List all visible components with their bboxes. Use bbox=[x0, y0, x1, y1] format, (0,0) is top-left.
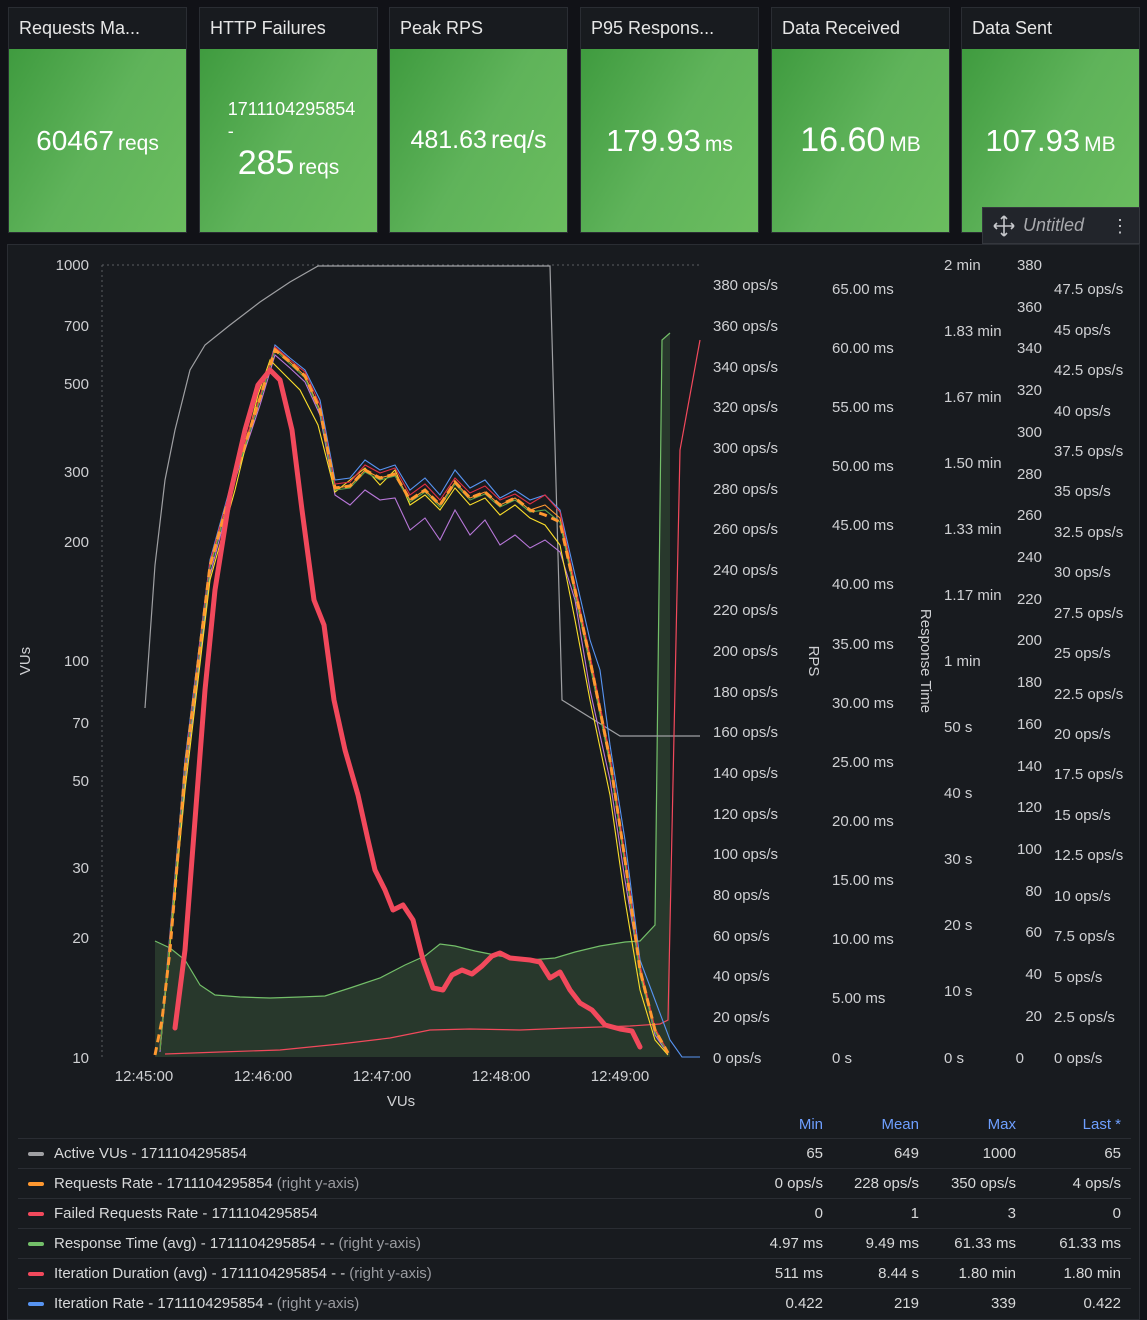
legend-last: 4 ops/s bbox=[1072, 1175, 1121, 1192]
legend-last: 0 bbox=[1112, 1205, 1121, 1222]
stat-value-area: 179.93 ms bbox=[581, 49, 758, 232]
legend-row[interactable]: Iteration Duration (avg) - 1711104295854… bbox=[18, 1258, 1131, 1288]
legend-series-name: Requests Rate - 1711104295854 bbox=[54, 1175, 273, 1192]
legend-color-swatch bbox=[28, 1301, 44, 1306]
stat-title: Data Received bbox=[782, 18, 901, 38]
stat-requests-made[interactable]: Requests Ma... 60467 reqs bbox=[8, 7, 187, 233]
panel-title: Untitled bbox=[1023, 215, 1085, 235]
stat-title: HTTP Failures bbox=[210, 18, 326, 38]
legend-series-name: Response Time (avg) - 1711104295854 - - bbox=[54, 1235, 335, 1252]
legend-max: 61.33 ms bbox=[954, 1235, 1016, 1252]
stat-p95-response[interactable]: P95 Respons... 179.93 ms bbox=[580, 7, 759, 233]
legend-mean: 219 bbox=[893, 1295, 919, 1312]
legend-color-swatch bbox=[28, 1151, 44, 1156]
legend-header-min[interactable]: Min bbox=[798, 1115, 823, 1133]
legend-last: 0.422 bbox=[1083, 1295, 1121, 1312]
legend-last: 65 bbox=[1104, 1145, 1121, 1162]
legend-series[interactable]: Iteration Rate - 1711104295854 - (right y… bbox=[18, 1295, 743, 1312]
stat-title: Requests Ma... bbox=[19, 18, 141, 38]
stat-value: 16.60 MB bbox=[800, 121, 921, 159]
legend-row[interactable]: Iteration Rate - 1711104295854 - (right y… bbox=[18, 1288, 1131, 1318]
legend-header-mean[interactable]: Mean bbox=[881, 1115, 919, 1133]
legend-row[interactable]: Requests Rate - 1711104295854 (right y-ax… bbox=[18, 1168, 1131, 1198]
legend-header: Min Mean Max Last * bbox=[18, 1110, 1131, 1138]
stat-value-area: 16.60 MB bbox=[772, 49, 949, 232]
stat-series-dash: - bbox=[227, 121, 234, 141]
legend-mean: 649 bbox=[893, 1145, 919, 1162]
legend-row[interactable]: Response Time (avg) - 1711104295854 - -(… bbox=[18, 1228, 1131, 1258]
legend-row[interactable]: Active VUs - 1711104295854 65 649 1000 65 bbox=[18, 1138, 1131, 1168]
legend-max: 339 bbox=[990, 1295, 1016, 1312]
legend-series-name: Failed Requests Rate - 1711104295854 bbox=[54, 1205, 318, 1222]
legend-series[interactable]: Response Time (avg) - 1711104295854 - -(… bbox=[18, 1235, 743, 1252]
stat-value-area: 481.63 req/s bbox=[390, 49, 567, 232]
legend-row[interactable]: Failed Requests Rate - 1711104295854 0 1 3 0 bbox=[18, 1198, 1131, 1228]
legend-min: 511 ms bbox=[774, 1265, 823, 1282]
legend-axis-note: (right y-axis) bbox=[349, 1265, 432, 1282]
stat-title: Data Sent bbox=[972, 18, 1053, 38]
legend-axis-note: (right y-axis) bbox=[276, 1175, 360, 1192]
legend-mean: 8.44 s bbox=[878, 1265, 919, 1282]
panel-header[interactable]: Untitled ⋮ bbox=[982, 207, 1140, 244]
legend-min: 0.422 bbox=[785, 1295, 823, 1312]
legend-color-swatch bbox=[28, 1271, 44, 1276]
legend-series-name: Iteration Rate - 1711104295854 - bbox=[54, 1295, 273, 1312]
legend-series[interactable]: Failed Requests Rate - 1711104295854 bbox=[18, 1205, 743, 1222]
legend-mean: 1 bbox=[910, 1205, 919, 1222]
legend-min: 4.97 ms bbox=[769, 1235, 823, 1252]
legend-min: 65 bbox=[806, 1145, 823, 1162]
legend-last: 61.33 ms bbox=[1059, 1235, 1121, 1252]
stat-value-area: 60467 reqs bbox=[9, 49, 186, 232]
legend-max: 1.80 min bbox=[958, 1265, 1016, 1282]
stat-value-area: 1711104295854 - 285 reqs bbox=[200, 49, 377, 232]
stat-value: 60467 reqs bbox=[36, 124, 159, 156]
stat-value: 285 reqs bbox=[237, 144, 340, 182]
legend-header-max[interactable]: Max bbox=[987, 1115, 1016, 1133]
legend-series[interactable]: Iteration Duration (avg) - 1711104295854… bbox=[18, 1265, 743, 1282]
kebab-menu-icon[interactable]: ⋮ bbox=[1111, 215, 1129, 236]
stat-title: P95 Respons... bbox=[591, 18, 715, 38]
legend-min: 0 bbox=[814, 1205, 823, 1222]
legend-axis-note: (right y-axis) bbox=[338, 1235, 421, 1252]
move-icon[interactable] bbox=[993, 214, 1015, 237]
stat-data-sent[interactable]: Data Sent 107.93 MB bbox=[961, 7, 1140, 233]
legend-color-swatch bbox=[28, 1181, 44, 1186]
legend-max: 3 bbox=[1007, 1205, 1016, 1222]
legend-series-name: Active VUs - 1711104295854 bbox=[54, 1145, 247, 1162]
legend-series-name: Iteration Duration (avg) - 1711104295854… bbox=[54, 1265, 346, 1282]
legend-axis-note: (right y-axis) bbox=[276, 1295, 360, 1312]
legend-mean: 9.49 ms bbox=[865, 1235, 919, 1252]
stat-series-name: 1711104295854 bbox=[227, 99, 356, 119]
legend-header-last[interactable]: Last * bbox=[1082, 1115, 1121, 1133]
stat-value: 107.93 MB bbox=[985, 122, 1116, 158]
legend-max: 350 ops/s bbox=[950, 1175, 1016, 1192]
legend-mean: 228 ops/s bbox=[853, 1175, 919, 1192]
legend-color-swatch bbox=[28, 1241, 44, 1246]
stat-value: 179.93 ms bbox=[606, 122, 733, 158]
stat-value-area: 107.93 MB bbox=[962, 49, 1139, 232]
stat-value: 481.63 req/s bbox=[410, 126, 547, 154]
legend-color-swatch bbox=[28, 1211, 44, 1216]
legend-max: 1000 bbox=[982, 1145, 1016, 1162]
stat-title: Peak RPS bbox=[400, 18, 484, 38]
stat-data-received[interactable]: Data Received 16.60 MB bbox=[771, 7, 950, 233]
stat-peak-rps[interactable]: Peak RPS 481.63 req/s bbox=[389, 7, 568, 233]
legend-min: 0 ops/s bbox=[774, 1175, 823, 1192]
legend-table: Min Mean Max Last * Active VUs - 1711104… bbox=[18, 1110, 1131, 1318]
legend-series[interactable]: Requests Rate - 1711104295854 (right y-ax… bbox=[18, 1175, 743, 1192]
legend-series[interactable]: Active VUs - 1711104295854 bbox=[18, 1145, 743, 1162]
stat-http-failures[interactable]: HTTP Failures 1711104295854 - 285 reqs bbox=[199, 7, 378, 233]
legend-last: 1.80 min bbox=[1063, 1265, 1121, 1282]
